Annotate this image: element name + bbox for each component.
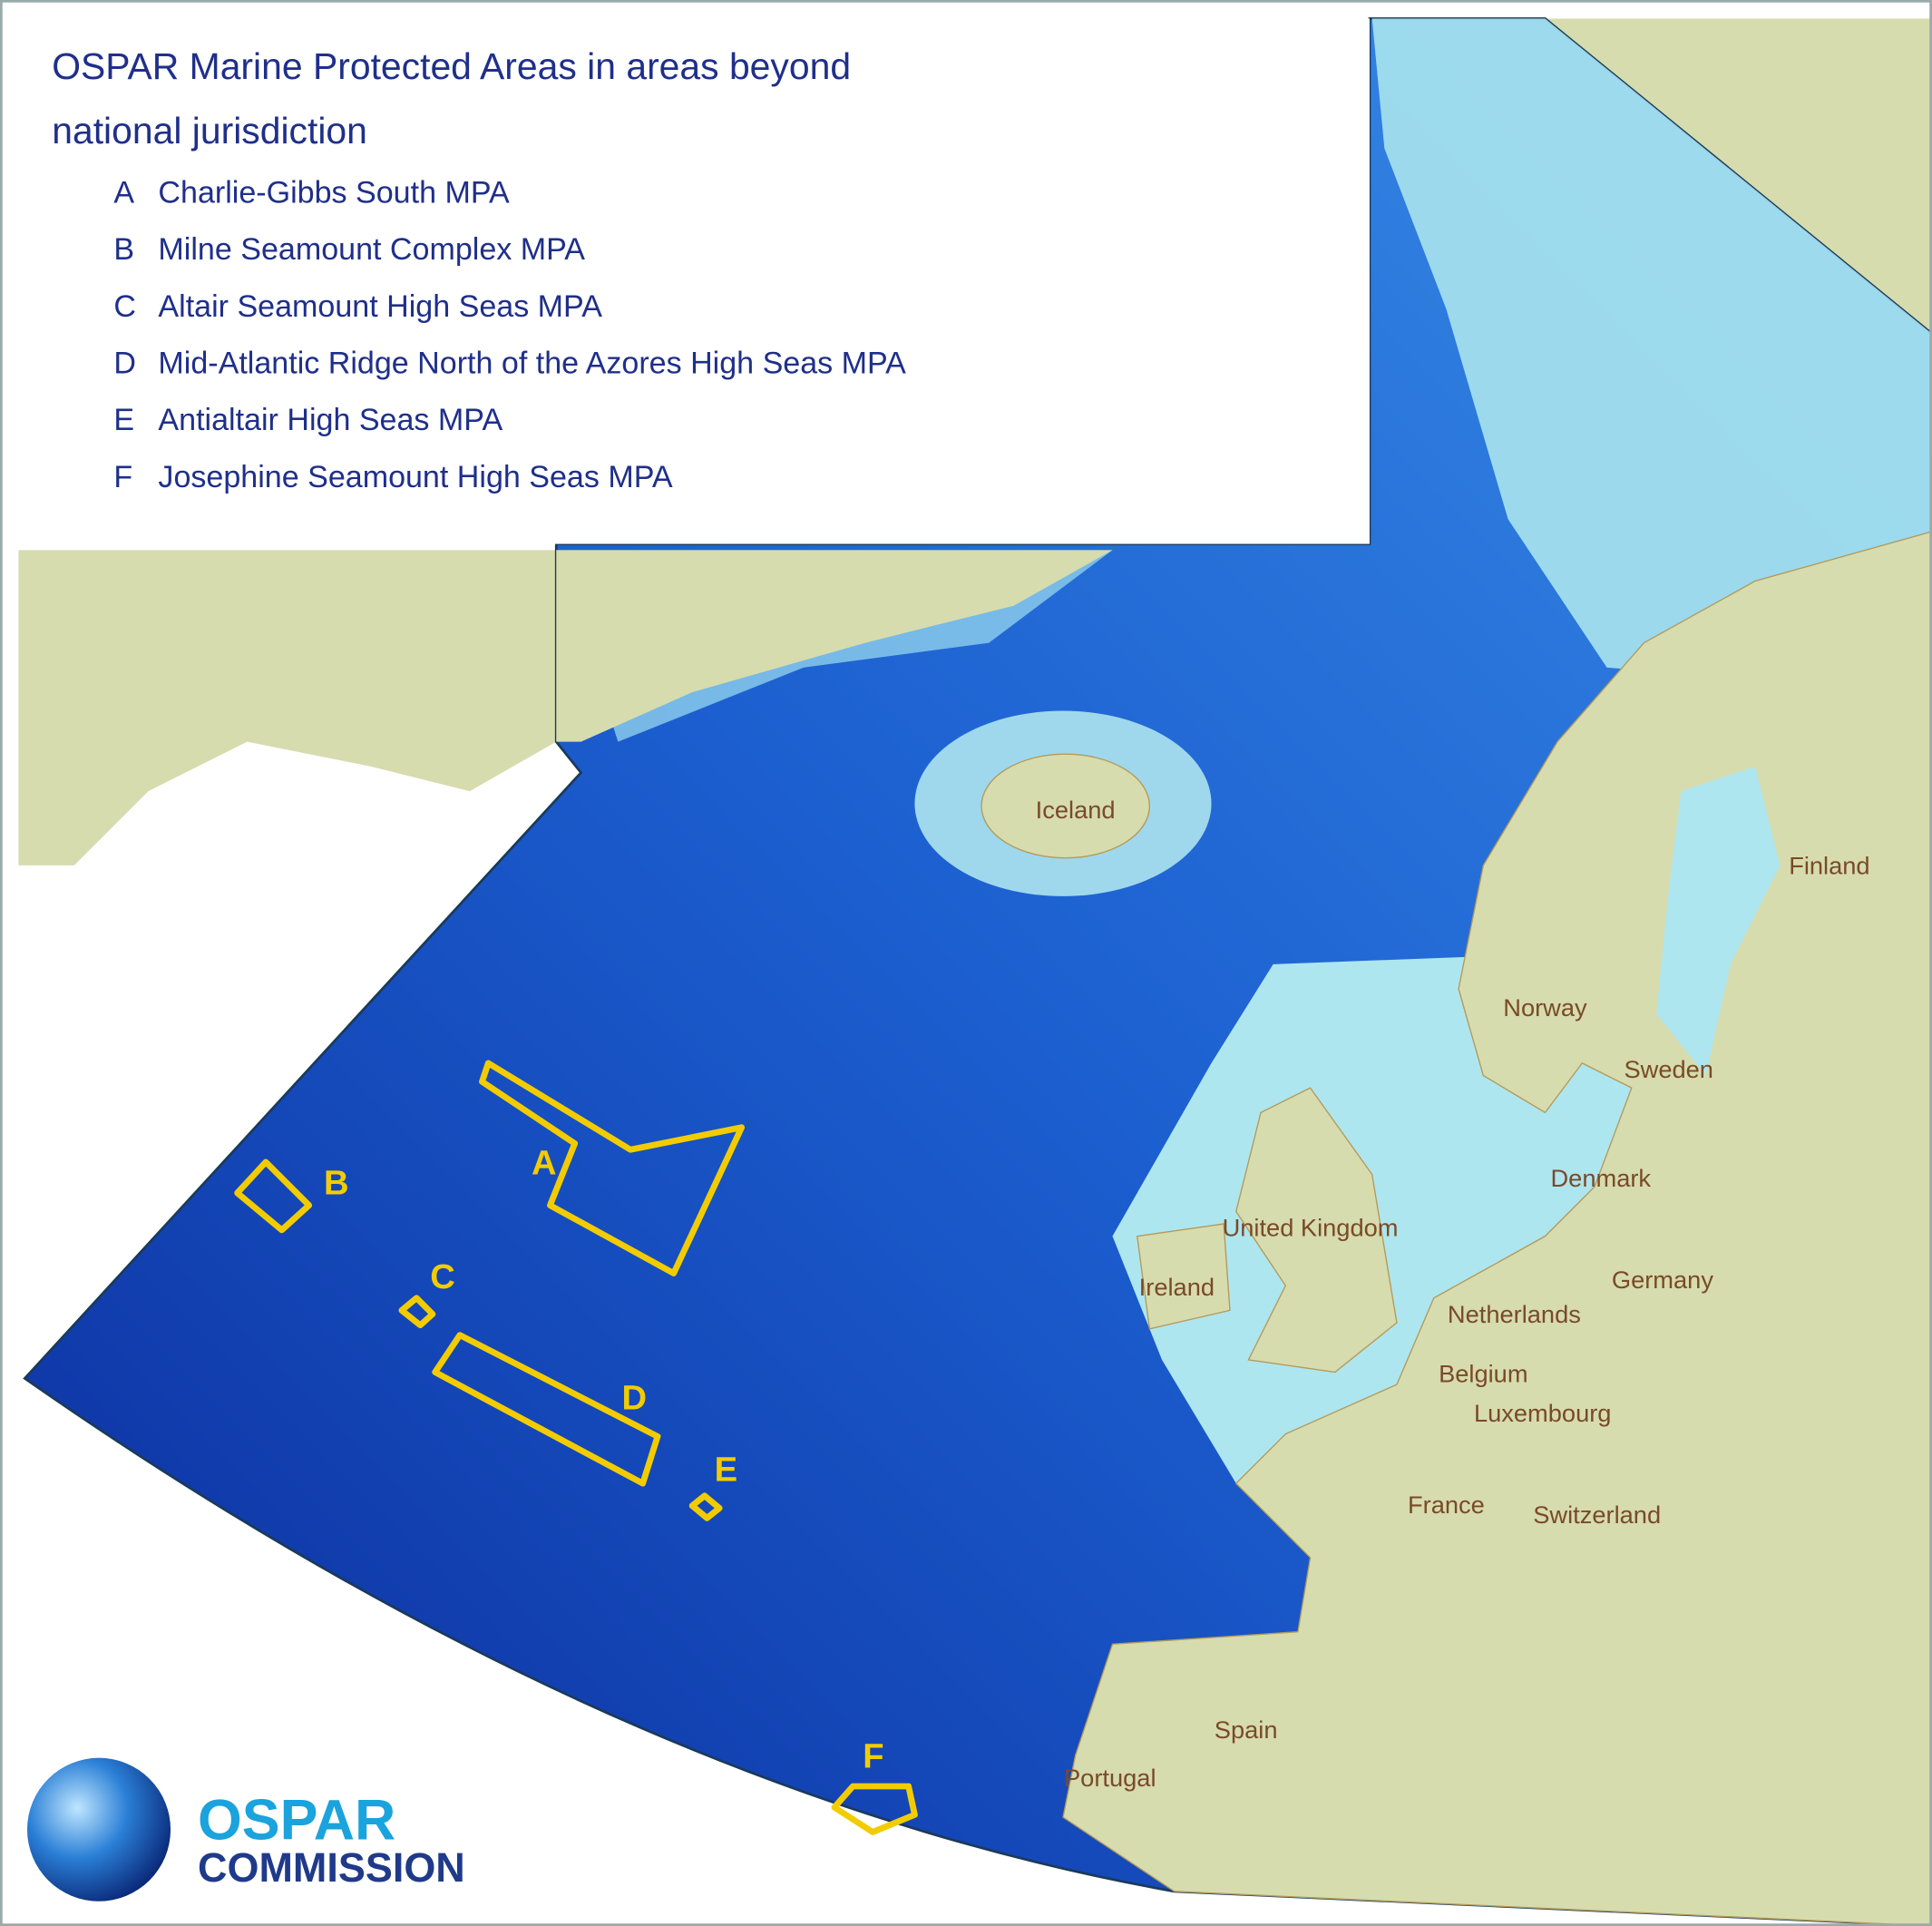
legend-letter: A [113,175,134,210]
greenland-coast [556,550,1113,742]
mpa-label: C [430,1257,455,1296]
country-label: Belgium [1439,1359,1527,1387]
country-label: Spain [1215,1716,1278,1744]
country-label: United Kingdom [1223,1214,1399,1242]
country-label: Luxembourg [1474,1399,1612,1427]
legend-box [18,18,1370,544]
iceland-land [981,753,1151,859]
ireland-land [1136,1223,1231,1330]
mpa-label: F [863,1737,883,1776]
mpa-e [688,1492,723,1521]
logo-text: COMMISSION [198,1844,465,1891]
mpa-b [234,1159,313,1234]
country-label: Netherlands [1448,1300,1581,1328]
country-label: France [1408,1491,1485,1519]
country-label: Switzerland [1533,1501,1661,1529]
country-label: Ireland [1139,1273,1215,1301]
title: national jurisdiction [52,110,367,152]
legend-letter: F [113,460,132,494]
legend-letter: D [113,347,136,381]
mpa-a [479,1060,746,1276]
country-label: Finland [1789,851,1869,879]
legend-name: Charlie-Gibbs South MPA [158,175,510,210]
legend-name: Mid-Atlantic Ridge North of the Azores H… [158,347,906,381]
mpa-outlines [234,1060,918,1835]
uk-land [1235,1087,1398,1374]
legend-letter: E [113,403,134,437]
legend-letter: B [113,232,134,267]
legend-letter: C [113,289,136,324]
title: OSPAR Marine Protected Areas in areas be… [52,45,851,87]
country-label: Portugal [1064,1764,1156,1792]
baltic-sea [1656,766,1781,1076]
mpa-f [831,1783,918,1835]
logo-text: OSPAR [198,1789,395,1853]
mpa-label: A [532,1144,557,1183]
mpa-c [398,1295,436,1329]
legend-name: Altair Seamount High Seas MPA [158,289,602,324]
greenland-land [18,550,557,865]
legend-name: Josephine Seamount High Seas MPA [158,460,672,494]
mpa-label: D [621,1378,647,1417]
mpa-d [432,1332,661,1487]
mpa-label: B [324,1163,349,1202]
country-label: Sweden [1624,1055,1712,1083]
country-label: Norway [1503,993,1587,1022]
legend-name: Antialtair High Seas MPA [158,403,503,437]
mpa-label: E [715,1450,737,1489]
country-label: Germany [1612,1266,1713,1294]
logo-globe [26,1757,171,1902]
country-label: Iceland [1036,796,1116,824]
barents-shelf [1371,18,1932,693]
legend-name: Milne Seamount Complex MPA [158,232,585,267]
country-label: Denmark [1551,1164,1652,1192]
